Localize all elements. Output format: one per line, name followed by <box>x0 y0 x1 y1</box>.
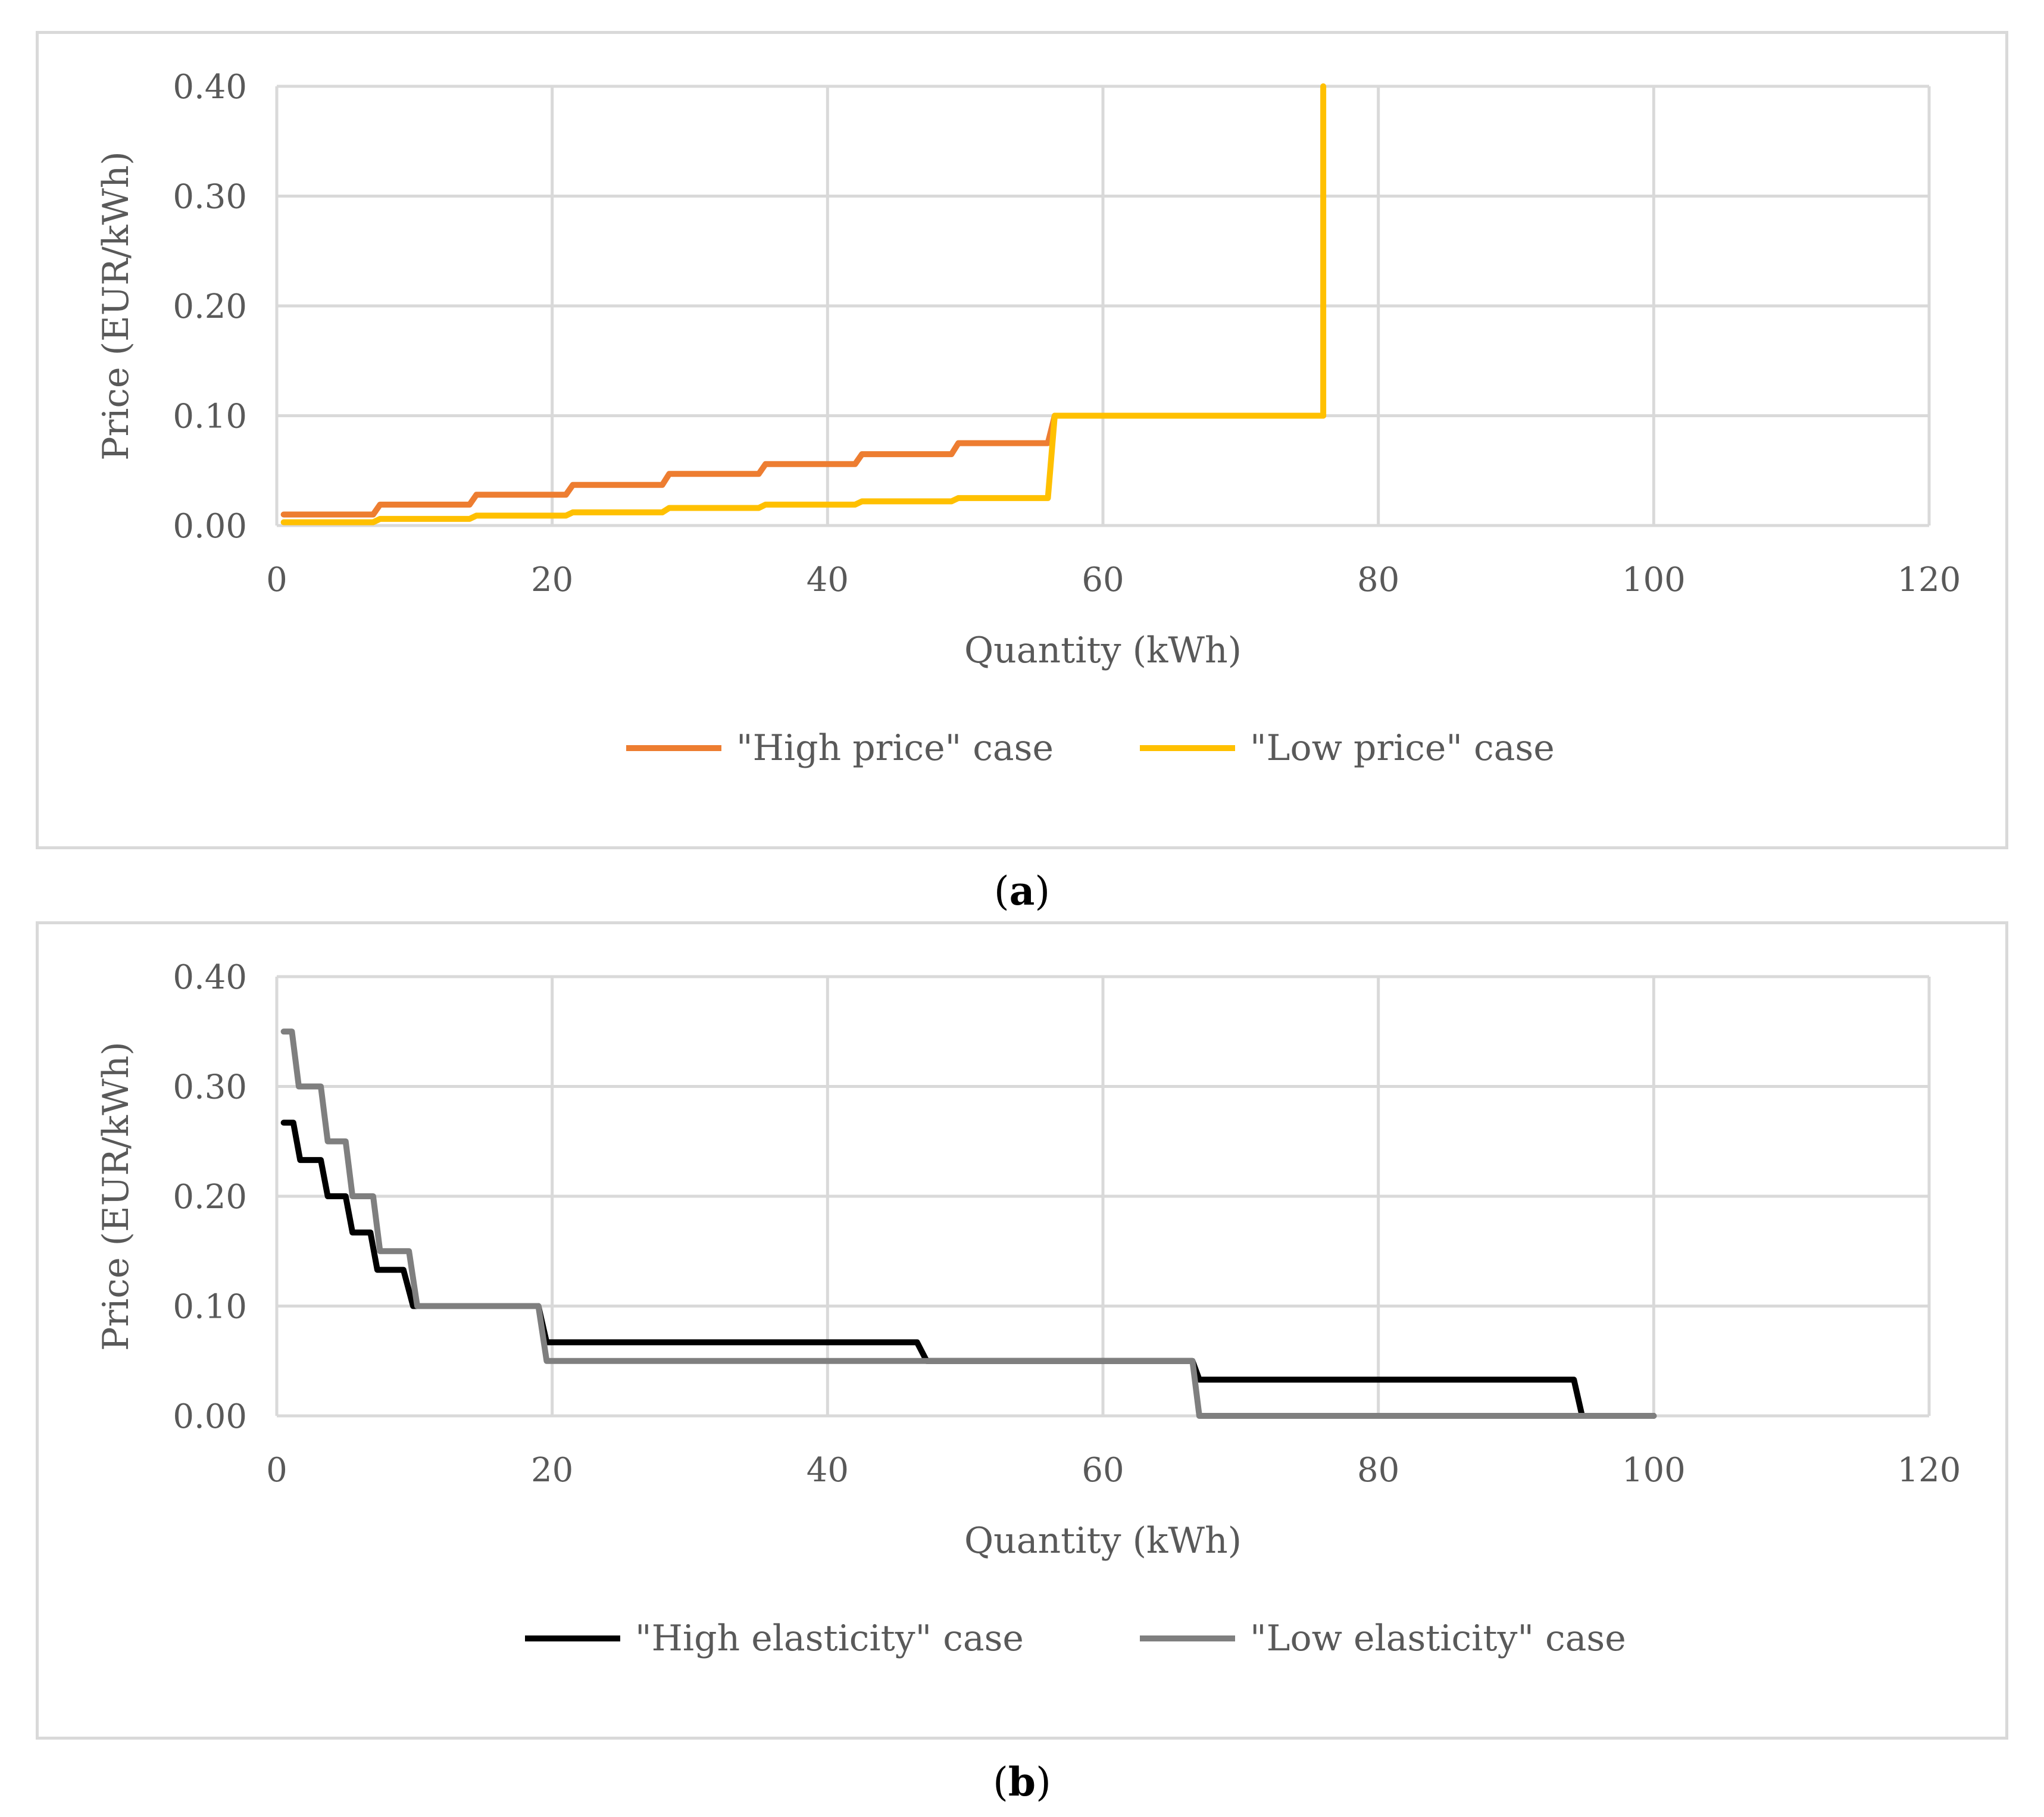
y-tick-label: 0.20 <box>173 1178 247 1216</box>
x-tick-label: 60 <box>1082 1451 1124 1490</box>
y-tick-label: 0.40 <box>173 958 247 997</box>
chart-panel-b: 0 20 40 60 80 100 120 0.00 0.10 0.20 0.30 0.40 Quant… <box>36 921 2008 1740</box>
legend-label-1: "Low price" case <box>1250 727 1555 769</box>
x-tick-label: 80 <box>1357 1451 1399 1490</box>
series-line-0 <box>280 412 1327 518</box>
x-tick-label: 120 <box>1898 1451 1961 1490</box>
y-tick-label: 0.30 <box>173 178 247 217</box>
x-tick-label: 40 <box>807 1451 849 1490</box>
chart-panel-a: 0 20 40 60 80 100 120 0.00 0.10 0.20 0.30 0.40 Quant… <box>36 31 2008 849</box>
x-tick-label: 20 <box>531 561 573 599</box>
x-tick-label: 80 <box>1357 561 1399 599</box>
x-tick-label: 60 <box>1082 561 1124 599</box>
caption-a-label: a <box>1009 868 1035 914</box>
caption-b: (b) <box>993 1759 1051 1805</box>
y-axis-title: Price (EUR/kWh) <box>95 1042 137 1351</box>
series-line-0 <box>280 1119 1657 1419</box>
chart-b: 0 20 40 60 80 100 120 0.00 0.10 0.20 0.30 0.40 Quant… <box>95 958 1961 1659</box>
y-tick-label: 0.10 <box>173 398 247 436</box>
x-tick-label: 120 <box>1898 561 1961 599</box>
x-axis-title: Quantity (kWh) <box>964 1520 1242 1562</box>
series-line-1 <box>280 1028 1657 1419</box>
x-tick-label: 100 <box>1622 1451 1686 1490</box>
x-tick-label: 0 <box>266 561 287 599</box>
legend-label-0: "High price" case <box>736 727 1054 769</box>
x-tick-label: 20 <box>531 1451 573 1490</box>
y-tick-label: 0.20 <box>173 287 247 326</box>
caption-b-label: b <box>1008 1759 1036 1805</box>
y-tick-label: 0.00 <box>173 507 247 546</box>
x-tick-label: 0 <box>266 1451 287 1490</box>
chart-a: 0 20 40 60 80 100 120 0.00 0.10 0.20 0.30 0.40 Quant… <box>95 68 1961 769</box>
series-line-1 <box>280 83 1327 526</box>
legend-label-1: "Low elasticity" case <box>1250 1618 1626 1659</box>
y-tick-label: 0.10 <box>173 1288 247 1327</box>
caption-a: (a) <box>993 868 1051 914</box>
x-tick-label: 100 <box>1622 561 1686 599</box>
x-tick-label: 40 <box>807 561 849 599</box>
y-tick-label: 0.40 <box>173 68 247 107</box>
legend-label-0: "High elasticity" case <box>635 1618 1024 1659</box>
y-tick-label: 0.30 <box>173 1068 247 1107</box>
y-axis-title: Price (EUR/kWh) <box>95 151 137 461</box>
x-axis-title: Quantity (kWh) <box>964 630 1242 671</box>
y-tick-label: 0.00 <box>173 1397 247 1436</box>
